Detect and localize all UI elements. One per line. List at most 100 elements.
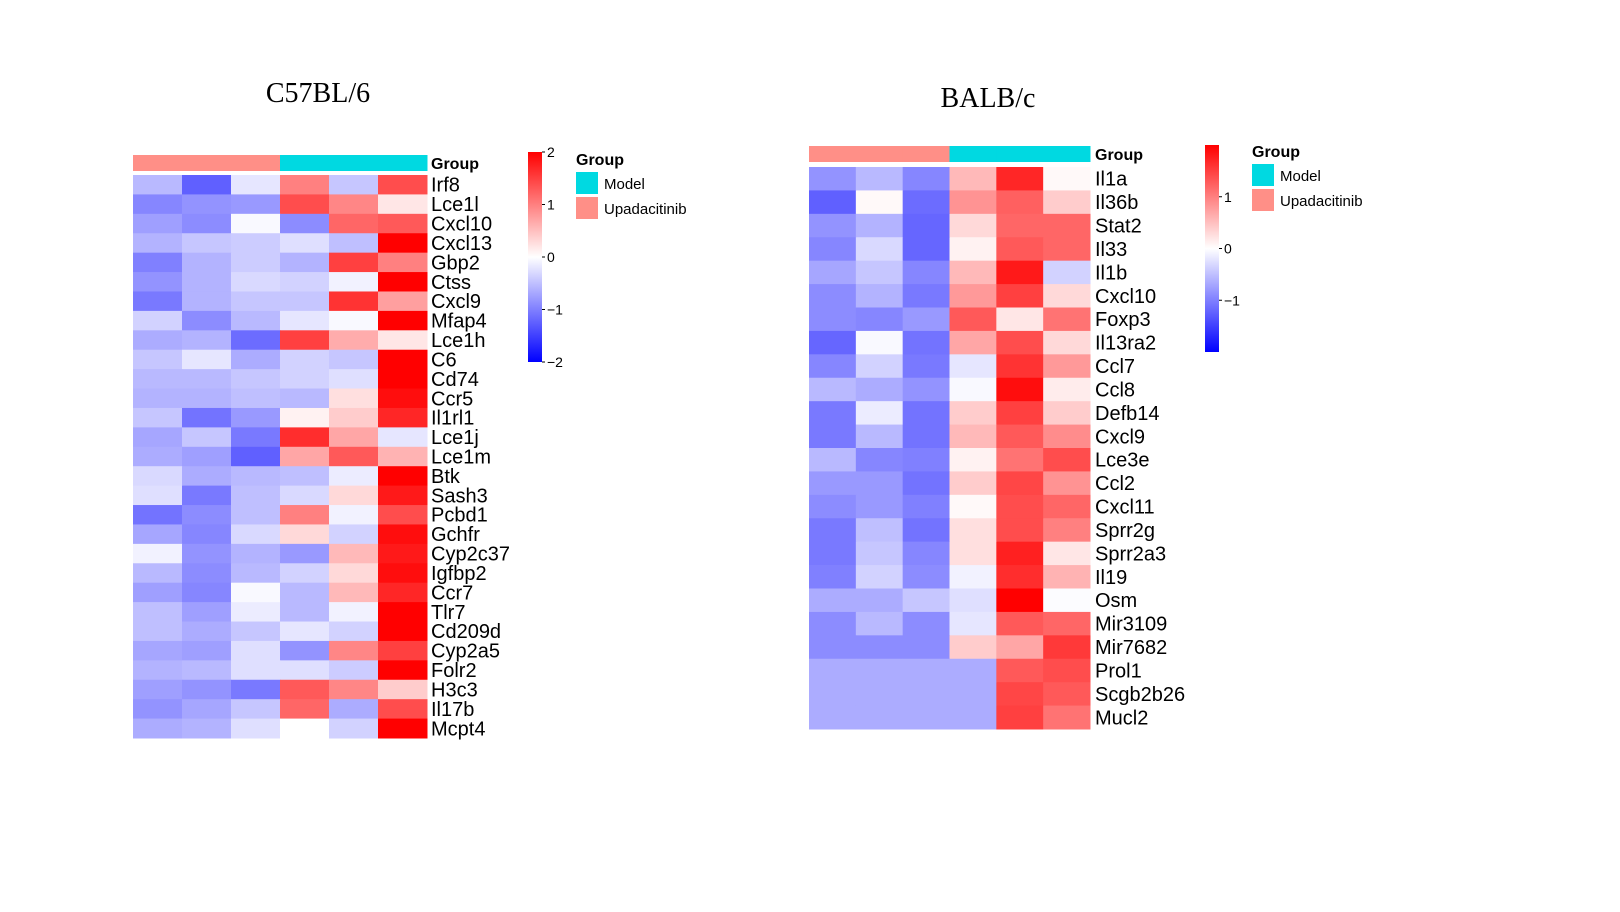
heatmap-cell — [280, 233, 330, 254]
group-annotation-cell — [182, 155, 232, 171]
heatmap-cell — [231, 349, 281, 370]
heatmap-cell — [133, 699, 183, 720]
row-label: Cxcl11 — [1095, 497, 1155, 519]
heatmap-cell — [996, 424, 1044, 449]
heatmap-cell — [133, 485, 183, 506]
heatmap-cell — [231, 291, 281, 312]
heatmap-cell — [378, 621, 428, 642]
heatmap-cell — [133, 213, 183, 234]
heatmap-cell — [182, 524, 232, 545]
heatmap-cell — [949, 354, 997, 379]
heatmap-cell — [378, 699, 428, 720]
heatmap-cell — [280, 330, 330, 351]
heatmap-cell — [949, 588, 997, 613]
row-label: Gbp2 — [431, 252, 480, 274]
heatmap-cell — [329, 175, 379, 195]
heatmap-cell — [182, 446, 232, 467]
heatmap-cell — [902, 658, 950, 683]
row-label: Cyp2c37 — [431, 544, 510, 566]
heatmap-cell — [329, 291, 379, 312]
heatmap-cell — [902, 424, 950, 449]
heatmap-cell — [133, 563, 183, 584]
heatmap-cell — [378, 582, 428, 603]
heatmap-cell — [949, 471, 997, 496]
heatmap-cell — [855, 494, 904, 519]
heatmap-cell — [182, 621, 232, 642]
heatmap-cell — [231, 602, 281, 623]
heatmap-cell — [231, 524, 281, 545]
heatmap-cell — [902, 401, 950, 426]
heatmap-cell — [902, 541, 950, 566]
heatmap-cell — [1043, 213, 1091, 238]
heatmap-cell — [1043, 190, 1091, 215]
heatmap-cell — [280, 213, 330, 234]
heatmap-cell — [996, 260, 1044, 285]
heatmap-cell — [378, 310, 428, 331]
heatmap-cell — [182, 466, 232, 487]
heatmap-cell — [182, 252, 232, 273]
heatmap-cell — [855, 611, 904, 636]
group-annotation-cell — [378, 155, 428, 171]
group-legend-title: Group — [1252, 144, 1300, 161]
heatmap-cell — [949, 611, 997, 636]
heatmap-cell — [280, 252, 330, 273]
heatmap-cell — [378, 543, 428, 564]
row-label: Tlr7 — [431, 602, 465, 624]
heatmap-cell — [902, 471, 950, 496]
heatmap-cell — [280, 679, 330, 700]
heatmap-cell — [902, 565, 950, 589]
heatmap-cell — [280, 407, 330, 428]
heatmap-cell — [949, 167, 997, 191]
heatmap-cell — [329, 194, 379, 215]
row-label: Cd74 — [431, 369, 479, 391]
heatmap-cell — [996, 377, 1044, 402]
heatmap-cell — [902, 705, 950, 730]
heatmap-cell — [182, 175, 232, 195]
color-scale-tick-label: 0 — [547, 249, 555, 265]
heatmap-cell — [133, 718, 183, 739]
heatmap-cell — [231, 660, 281, 681]
heatmap-cell — [855, 682, 904, 707]
color-scale-tick-label: −2 — [547, 354, 563, 370]
heatmap-cell — [902, 518, 950, 543]
heatmap-cell — [949, 635, 997, 660]
group-legend-swatch — [576, 172, 598, 194]
heatmap-cell — [329, 233, 379, 254]
heatmap-cell — [809, 658, 857, 683]
heatmap-cell — [280, 718, 330, 739]
heatmap-cell — [1043, 565, 1091, 589]
heatmap-cell — [855, 471, 904, 496]
heatmap-cell — [809, 518, 857, 543]
heatmap-cell — [378, 407, 428, 428]
heatmap-cell — [182, 679, 232, 700]
heatmap-cell — [1043, 682, 1091, 707]
group-legend-label: Model — [604, 176, 645, 193]
heatmap-cell — [280, 349, 330, 370]
heatmap-cell — [809, 260, 857, 285]
color-scale-tick-label: −1 — [1224, 292, 1240, 308]
group-legend-swatch — [1252, 164, 1274, 186]
heatmap-cell — [231, 485, 281, 506]
row-label: Il13ra2 — [1095, 333, 1156, 355]
heatmap-cell — [378, 718, 428, 739]
heatmap-cell — [809, 354, 857, 379]
color-scale-tick-label: −1 — [547, 302, 563, 318]
row-label: Prol1 — [1095, 660, 1142, 682]
heatmap-cell — [329, 524, 379, 545]
heatmap-cell — [996, 307, 1044, 332]
heatmap-cell — [133, 194, 183, 215]
row-label: Ctss — [431, 272, 471, 294]
heatmap-cell — [809, 682, 857, 707]
row-label: Ccl7 — [1095, 356, 1135, 378]
group-legend-swatch — [576, 197, 598, 219]
heatmap-cell — [1043, 494, 1091, 519]
heatmap-cell — [231, 640, 281, 661]
heatmap-cell — [902, 307, 950, 332]
heatmap-cell — [133, 272, 183, 292]
heatmap-cell — [902, 494, 950, 519]
row-label: Foxp3 — [1095, 309, 1151, 331]
row-label: Mir3109 — [1095, 614, 1167, 636]
heatmap-cell — [902, 284, 950, 308]
heatmap-cell — [378, 446, 428, 467]
